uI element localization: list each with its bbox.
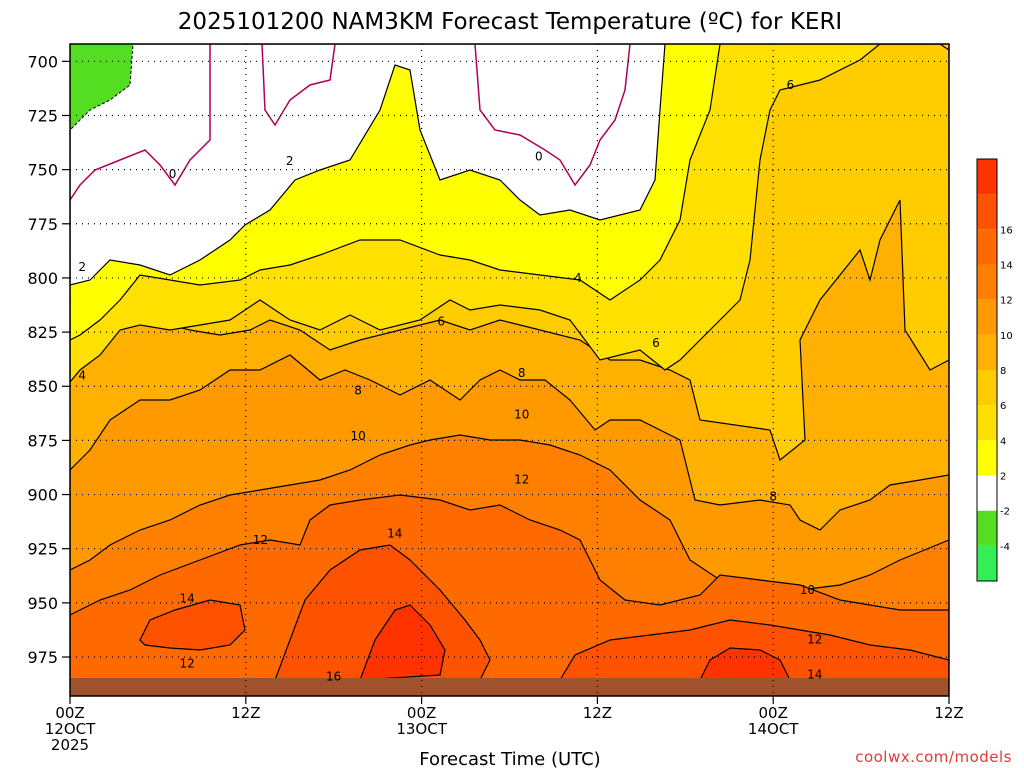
- colorbar-swatch: [977, 440, 997, 476]
- y-tick-label: 975: [27, 648, 58, 667]
- colorbar-label: 4: [1000, 436, 1006, 447]
- x-tick-label: 12Z: [934, 704, 963, 722]
- contour-label: 0: [169, 167, 177, 181]
- y-tick-label: 950: [27, 594, 58, 613]
- contour-label: 0: [535, 150, 543, 164]
- x-tick-label: 00Z: [759, 704, 788, 722]
- y-tick-label: 875: [27, 431, 58, 450]
- x-tick-label: 00Z: [55, 704, 84, 722]
- band-neg2-2: [70, 44, 666, 286]
- colorbar-swatch: [977, 229, 997, 265]
- contour-label: 4: [574, 271, 582, 285]
- x-tick-label: 12OCT: [45, 720, 96, 738]
- credit-text: coolwx.com/models: [855, 748, 1012, 766]
- y-tick-label: 700: [27, 52, 58, 71]
- contour-label: 8: [769, 490, 777, 504]
- contour-label: 10: [800, 583, 815, 597]
- colorbar-swatch: [977, 299, 997, 335]
- contour-label: 12: [514, 472, 529, 486]
- colorbar-label: 16: [1000, 225, 1013, 236]
- x-tick-label: 2025: [51, 736, 89, 754]
- band-16-18-a: [139, 599, 246, 651]
- x-tick-label: 13OCT: [396, 720, 447, 738]
- x-tick-label: 12Z: [583, 704, 612, 722]
- contour-label: 8: [354, 384, 362, 398]
- contour-label: 4: [78, 368, 86, 382]
- band-neg4-neg2: [70, 44, 134, 131]
- contour-label: 14: [180, 592, 195, 606]
- colorbar-frame: [976, 158, 998, 582]
- colorbar-label: 6: [1000, 401, 1006, 412]
- y-tick-label: 750: [27, 161, 58, 180]
- contour-label: 10: [350, 429, 365, 443]
- contour-label: 6: [786, 78, 794, 92]
- colorbar: -4 -2 2 4 6 8 10 12 14 16: [976, 158, 1013, 582]
- x-tick-label: 00Z: [407, 704, 436, 722]
- colorbar-swatch: [977, 405, 997, 441]
- colorbar-swatch: [977, 264, 997, 300]
- contour-label: 8: [518, 366, 526, 380]
- colorbar-swatch: [977, 510, 997, 546]
- plot-frame: [69, 43, 950, 697]
- contour-label: 12: [180, 657, 195, 671]
- ground-strip: [70, 678, 949, 696]
- x-tick-label: 12Z: [231, 704, 260, 722]
- colorbar-label: 12: [1000, 296, 1013, 307]
- colorbar-label: 10: [1000, 331, 1013, 342]
- contour-label: 6: [437, 314, 445, 328]
- colorbar-label: 2: [1000, 472, 1006, 483]
- contour-label: 2: [78, 260, 86, 274]
- colorbar-label: -2: [1000, 507, 1010, 518]
- chart-title: 2025101200 NAM3KM Forecast Temperature (…: [178, 9, 842, 35]
- colorbar-label: 14: [1000, 261, 1013, 272]
- plot-area: [70, 44, 949, 696]
- y-tick-label: 925: [27, 540, 58, 559]
- grid-lines: [70, 44, 949, 696]
- contour-label: 12: [253, 533, 268, 547]
- colorbar-swatch: [977, 194, 997, 230]
- y-tick-label: 900: [27, 486, 58, 505]
- x-tick-label: 14OCT: [748, 720, 799, 738]
- contour-labels: 0 0 2 2 4 4 6 6 6 8 8 8 10 10 10 12 12 12 12 14 14 14 16: [78, 78, 822, 683]
- contour-label: 12: [807, 633, 822, 647]
- contour-label: 14: [807, 667, 822, 681]
- contour-label: 10: [514, 407, 529, 421]
- y-tick-label: 725: [27, 106, 58, 125]
- colorbar-swatch: [977, 475, 997, 511]
- y-axis: 700 725 750 775 800 825 850 875 900 925 950 975: [27, 52, 70, 667]
- band-18-plus-a: [359, 604, 446, 681]
- y-tick-label: 775: [27, 215, 58, 234]
- colorbar-swatch: [977, 545, 997, 581]
- contour-label: 14: [387, 527, 402, 541]
- contour-label: 16: [326, 670, 341, 684]
- colorbar-label: 8: [1000, 366, 1006, 377]
- colorbar-swatch: [977, 370, 997, 406]
- y-tick-label: 850: [27, 377, 58, 396]
- colorbar-swatch: [977, 159, 997, 195]
- x-axis-label: Forecast Time (UTC): [419, 749, 600, 768]
- colorbar-label: -4: [1000, 542, 1010, 553]
- y-tick-label: 800: [27, 269, 58, 288]
- y-tick-label: 825: [27, 323, 58, 342]
- contour-label: 2: [286, 154, 294, 168]
- contour-label: 6: [652, 336, 660, 350]
- colorbar-swatch: [977, 334, 997, 370]
